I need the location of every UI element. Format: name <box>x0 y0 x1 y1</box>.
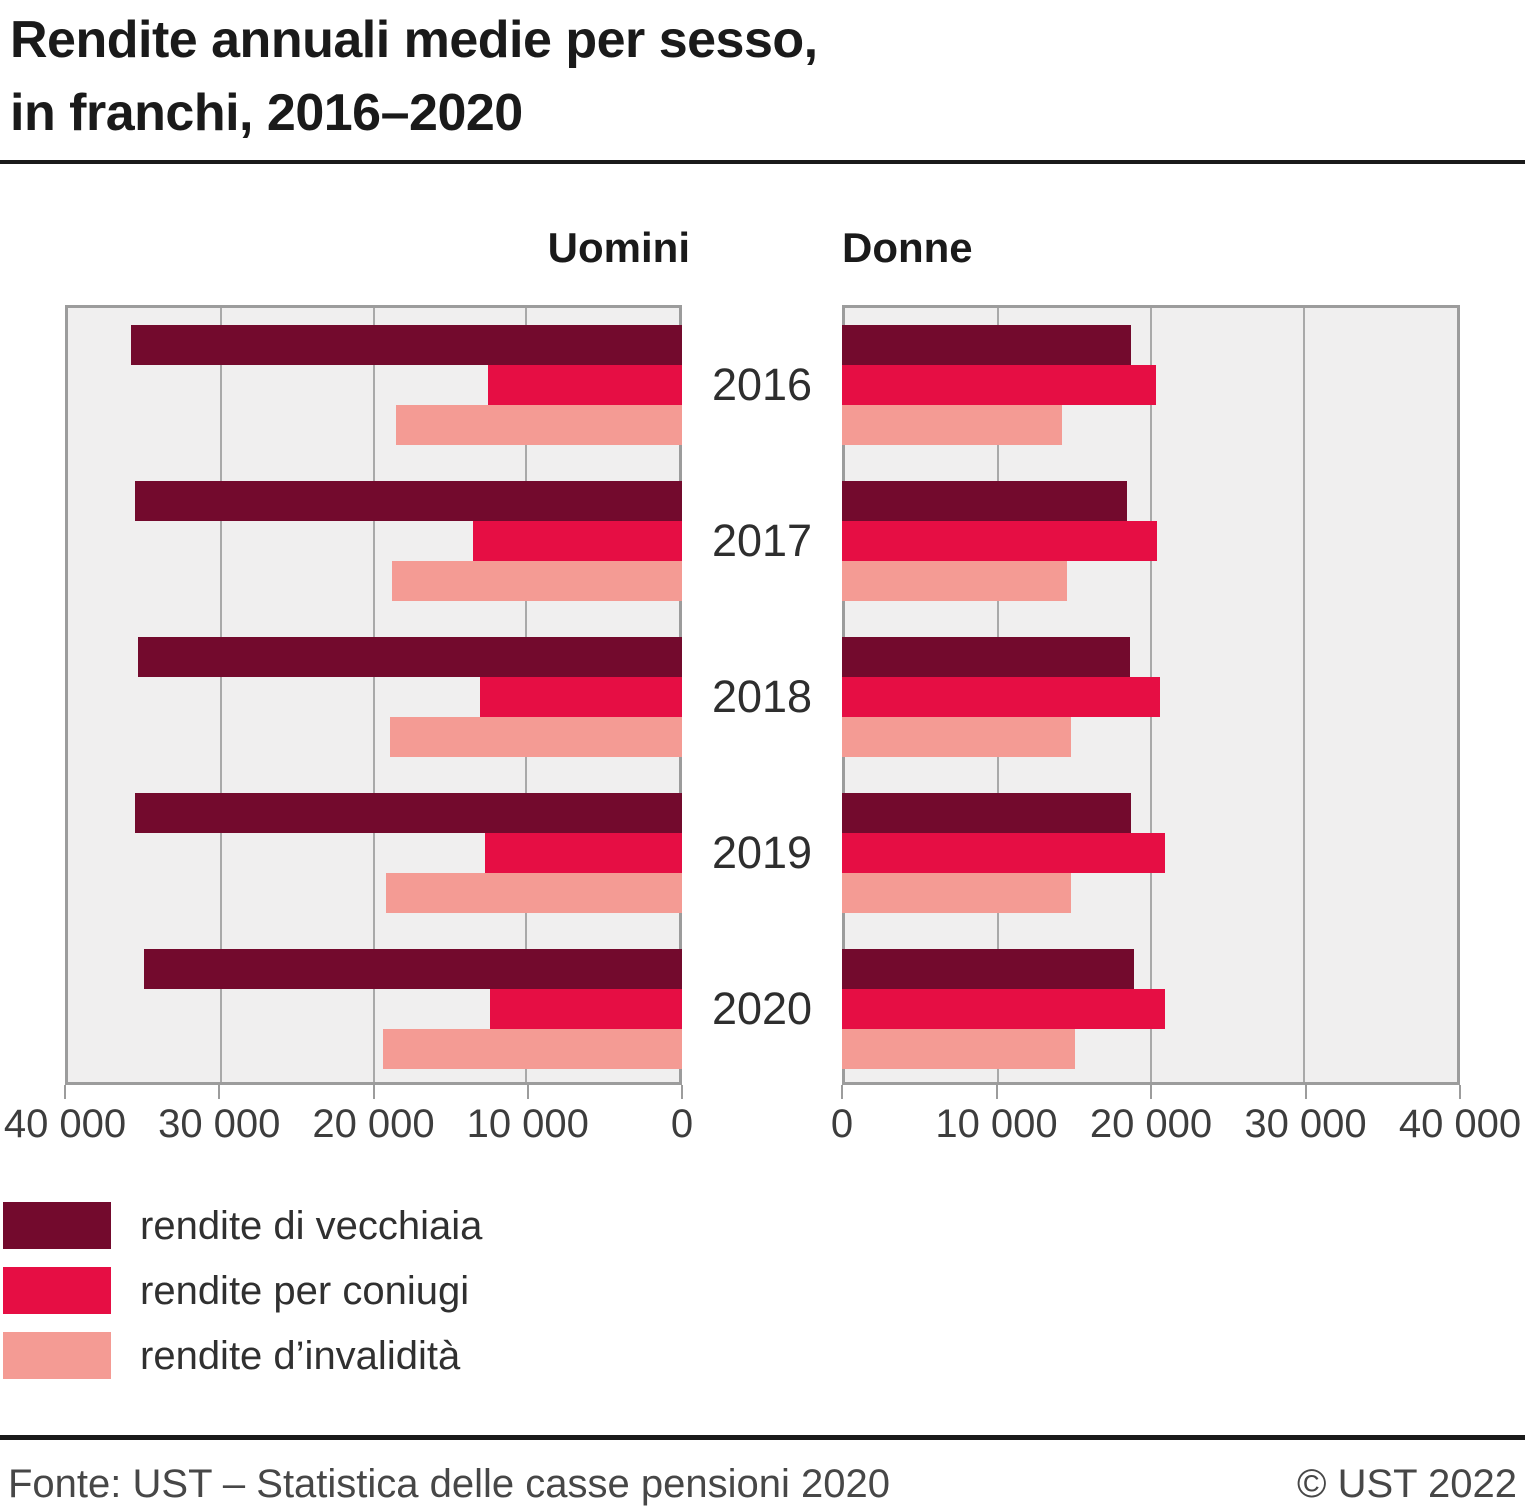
left-bar-coniugi-2016 <box>488 365 682 405</box>
legend-swatch-3 <box>3 1332 111 1379</box>
left-bar-coniugi-2018 <box>480 677 682 717</box>
legend-swatch-2 <box>3 1267 111 1314</box>
title-divider <box>0 160 1525 164</box>
footer-divider <box>0 1435 1525 1440</box>
left-bar-coniugi-2017 <box>472 521 682 561</box>
left-bar-vecchiaia-2018 <box>138 637 682 677</box>
axis-tick <box>1150 1085 1152 1099</box>
right-bar-vecchiaia-2016 <box>842 325 1132 365</box>
source-note: Fonte: UST – Statistica delle casse pens… <box>8 1462 890 1506</box>
gridline <box>372 308 375 1082</box>
panel-header-donne: Donne <box>842 224 973 271</box>
year-label-2016: 2016 <box>711 359 813 410</box>
axis-tick-label: 30 000 <box>1244 1102 1367 1146</box>
axis-tick-label: 40 000 <box>3 1102 127 1146</box>
left-bar-invalidita-2018 <box>390 717 682 757</box>
axis-tick <box>218 1085 221 1099</box>
legend-label-2: rendite per coniugi <box>140 1269 470 1313</box>
left-bar-invalidita-2017 <box>391 561 682 601</box>
legend-swatch-1 <box>3 1202 111 1249</box>
right-bar-vecchiaia-2020 <box>842 949 1135 989</box>
left-bar-vecchiaia-2019 <box>135 793 682 833</box>
chart-title: Rendite annuali medie per sesso, in fran… <box>10 4 818 150</box>
copyright-note: © UST 2022 <box>1297 1462 1517 1506</box>
gridline <box>1303 308 1305 1082</box>
axis-tick <box>526 1085 529 1099</box>
left-bar-coniugi-2019 <box>485 833 682 873</box>
right-bar-invalidita-2020 <box>842 1029 1075 1069</box>
right-bar-invalidita-2019 <box>842 873 1072 913</box>
left-bar-vecchiaia-2020 <box>144 949 682 989</box>
axis-tick <box>681 1085 683 1099</box>
right-bar-coniugi-2018 <box>842 677 1161 717</box>
axis-tick-label: 20 000 <box>312 1102 435 1146</box>
left-bar-coniugi-2020 <box>489 989 682 1029</box>
plot-uomini <box>65 305 682 1085</box>
right-bar-vecchiaia-2019 <box>842 793 1132 833</box>
right-bar-coniugi-2020 <box>842 989 1165 1029</box>
axis-tick-label: 0 <box>830 1102 854 1146</box>
right-bar-coniugi-2019 <box>842 833 1165 873</box>
legend-label-3: rendite d’invalidità <box>140 1334 461 1378</box>
year-label-2019: 2019 <box>711 827 813 878</box>
right-bar-invalidita-2016 <box>842 405 1063 445</box>
axis-tick <box>841 1085 843 1099</box>
axis-tick <box>995 1085 998 1099</box>
axis-tick <box>1304 1085 1307 1099</box>
axis-tick-label: 10 000 <box>466 1102 589 1146</box>
axis-tick-label: 20 000 <box>1089 1102 1213 1146</box>
axis-tick <box>64 1085 66 1099</box>
left-bar-vecchiaia-2016 <box>130 325 682 365</box>
axis-tick-label: 0 <box>670 1102 694 1146</box>
right-bar-invalidita-2018 <box>842 717 1072 757</box>
left-bar-invalidita-2020 <box>382 1029 682 1069</box>
left-bar-vecchiaia-2017 <box>135 481 682 521</box>
legend-label-1: rendite di vecchiaia <box>140 1204 483 1248</box>
axis-tick <box>1459 1085 1461 1099</box>
left-bar-invalidita-2016 <box>396 405 682 445</box>
right-bar-coniugi-2017 <box>842 521 1158 561</box>
right-bar-vecchiaia-2018 <box>842 637 1130 677</box>
panel-header-uomini: Uomini <box>547 224 690 271</box>
gridline <box>219 308 222 1082</box>
axis-tick-label: 10 000 <box>935 1102 1058 1146</box>
axis-tick <box>372 1085 375 1099</box>
chart-title-line2: in franchi, 2016–2020 <box>10 84 523 142</box>
year-label-2020: 2020 <box>711 983 813 1034</box>
axis-tick-label: 40 000 <box>1398 1102 1522 1146</box>
year-label-2017: 2017 <box>711 515 813 566</box>
right-bar-coniugi-2016 <box>842 365 1156 405</box>
plot-donne <box>842 305 1460 1085</box>
chart-title-line1: Rendite annuali medie per sesso, <box>10 11 818 69</box>
left-bar-invalidita-2019 <box>385 873 682 913</box>
right-bar-invalidita-2017 <box>842 561 1067 601</box>
right-bar-vecchiaia-2017 <box>842 481 1127 521</box>
year-label-2018: 2018 <box>711 671 813 722</box>
axis-tick-label: 30 000 <box>158 1102 281 1146</box>
